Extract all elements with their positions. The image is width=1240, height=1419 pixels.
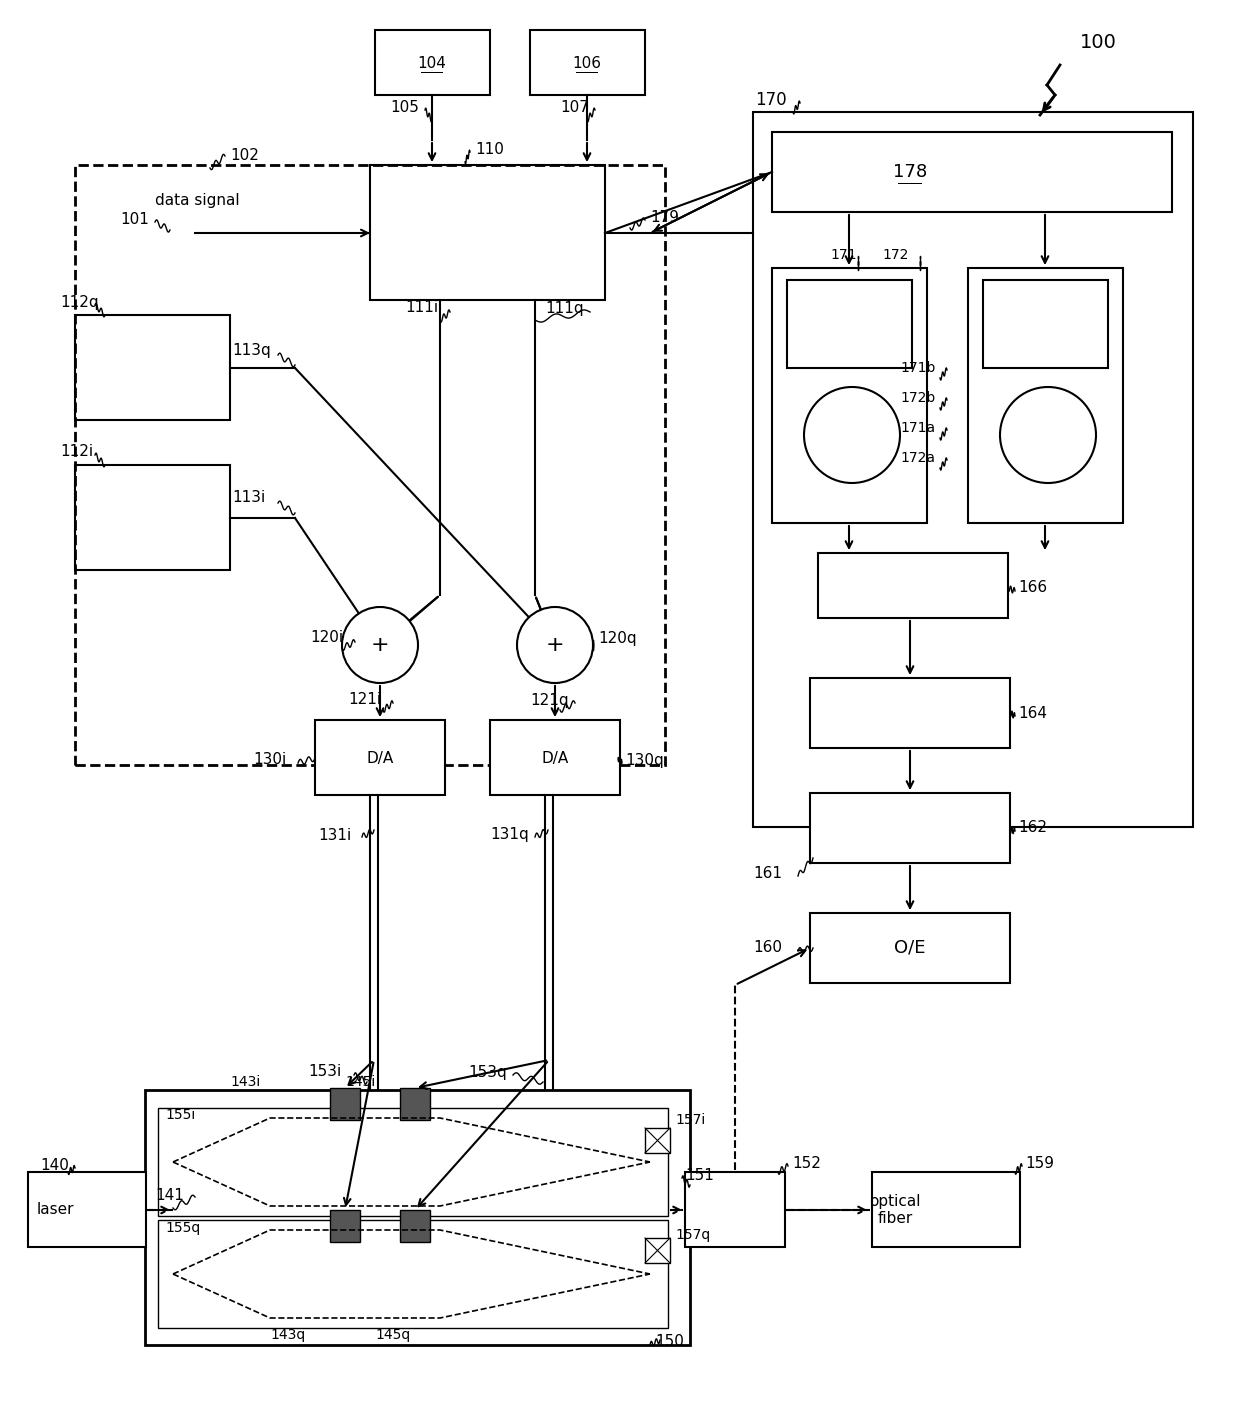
Text: 141: 141 — [155, 1188, 184, 1202]
Bar — [983, 280, 1109, 368]
Bar — [374, 30, 490, 95]
Text: 113q: 113q — [232, 342, 270, 358]
Bar — [810, 678, 1011, 748]
Bar — [529, 30, 645, 95]
Bar — [74, 315, 229, 420]
Bar — [773, 268, 928, 524]
Text: 145i: 145i — [345, 1076, 376, 1088]
Circle shape — [999, 387, 1096, 482]
Text: laser: laser — [36, 1202, 73, 1218]
Text: 130q: 130q — [625, 752, 663, 768]
Text: 101: 101 — [120, 213, 149, 227]
Text: O/E: O/E — [894, 939, 926, 956]
Bar — [157, 1220, 668, 1328]
Bar — [818, 553, 1008, 619]
Bar — [145, 1090, 689, 1345]
Text: 159: 159 — [1025, 1155, 1054, 1171]
Bar — [810, 912, 1011, 983]
Text: 120q: 120q — [598, 630, 636, 646]
Text: 143i: 143i — [229, 1076, 260, 1088]
Text: 111q: 111q — [546, 301, 584, 315]
Circle shape — [342, 607, 418, 683]
Text: 160: 160 — [753, 941, 782, 955]
Text: 171b: 171b — [900, 360, 935, 375]
Text: 106: 106 — [573, 55, 601, 71]
Text: 157q: 157q — [675, 1227, 711, 1242]
Bar — [684, 1172, 785, 1247]
Text: 151: 151 — [684, 1168, 714, 1182]
Text: 152: 152 — [792, 1155, 821, 1171]
Text: 179: 179 — [650, 210, 680, 226]
Text: 121q: 121q — [529, 692, 569, 708]
Text: 155i: 155i — [165, 1108, 195, 1122]
Text: 143q: 143q — [270, 1328, 305, 1342]
Text: 161: 161 — [753, 866, 782, 881]
Text: 172: 172 — [882, 248, 909, 263]
Text: 153i: 153i — [308, 1064, 341, 1080]
Text: 172b: 172b — [900, 392, 935, 404]
Bar — [810, 793, 1011, 863]
Text: 155q: 155q — [165, 1220, 200, 1235]
Bar — [490, 719, 620, 795]
Text: 166: 166 — [1018, 580, 1047, 596]
Bar — [315, 719, 445, 795]
Text: 112i: 112i — [60, 444, 93, 460]
Bar — [330, 1210, 360, 1242]
Bar — [968, 268, 1123, 524]
Bar — [157, 1108, 668, 1216]
Text: 112q: 112q — [60, 295, 99, 309]
Text: D/A: D/A — [366, 751, 393, 765]
Text: 105: 105 — [391, 101, 419, 115]
Bar — [753, 112, 1193, 827]
Text: 121i: 121i — [348, 692, 381, 708]
Text: 130i: 130i — [253, 752, 286, 768]
Text: data signal: data signal — [155, 193, 239, 207]
Text: 171a: 171a — [900, 421, 935, 436]
Bar — [872, 1172, 1021, 1247]
Text: 104: 104 — [418, 55, 446, 71]
Text: 162: 162 — [1018, 820, 1047, 836]
Circle shape — [517, 607, 593, 683]
Text: 111i: 111i — [405, 301, 438, 315]
Text: 157i: 157i — [675, 1112, 706, 1127]
Text: 170: 170 — [755, 91, 786, 109]
Text: 110: 110 — [475, 142, 503, 158]
Text: 100: 100 — [1080, 33, 1117, 51]
Text: 102: 102 — [229, 148, 259, 163]
Text: 131i: 131i — [317, 827, 351, 843]
Bar — [74, 165, 665, 765]
Bar — [74, 465, 229, 570]
Text: 172a: 172a — [900, 451, 935, 465]
Text: 120i: 120i — [310, 630, 343, 646]
Bar — [773, 132, 1172, 211]
Bar — [645, 1237, 670, 1263]
Text: 145q: 145q — [374, 1328, 410, 1342]
Circle shape — [804, 387, 900, 482]
Bar — [330, 1088, 360, 1120]
Text: 150: 150 — [655, 1334, 684, 1349]
Bar — [401, 1088, 430, 1120]
Text: 171: 171 — [830, 248, 857, 263]
Bar — [370, 165, 605, 299]
Bar — [787, 280, 911, 368]
Bar — [401, 1210, 430, 1242]
Text: D/A: D/A — [542, 751, 569, 765]
Text: 113i: 113i — [232, 491, 265, 505]
Bar — [29, 1172, 146, 1247]
Text: 164: 164 — [1018, 705, 1047, 721]
Text: 178: 178 — [893, 163, 928, 182]
Text: 153q: 153q — [467, 1064, 507, 1080]
Text: 131q: 131q — [490, 827, 528, 843]
Text: optical
fiber: optical fiber — [869, 1193, 921, 1226]
Bar — [645, 1128, 670, 1154]
Text: +: + — [546, 634, 564, 656]
Text: +: + — [371, 634, 389, 656]
Text: 107: 107 — [560, 101, 589, 115]
Text: 140: 140 — [40, 1158, 69, 1172]
